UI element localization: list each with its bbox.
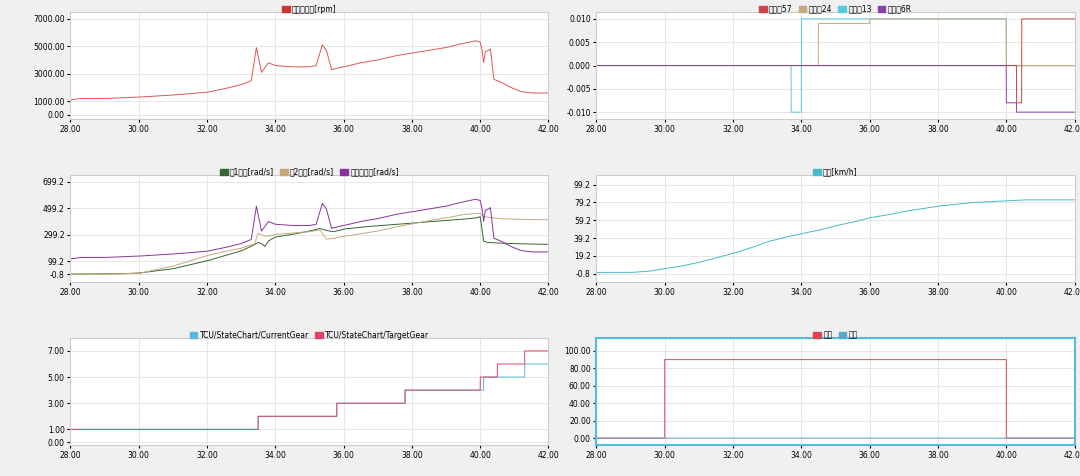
Legend: 同步器57, 同步器24, 同步器13, 同步器6R: 同步器57, 同步器24, 同步器13, 同步器6R (756, 2, 915, 17)
Legend: 油门, 刹车: 油门, 刹车 (810, 327, 861, 343)
Legend: TCU/StateChart/CurrentGear, TCU/StateChart/TargetGear: TCU/StateChart/CurrentGear, TCU/StateCha… (187, 327, 432, 343)
Legend: 发动机转速[rpm]: 发动机转速[rpm] (279, 2, 340, 17)
Legend: 轴1转速[rad/s], 轴2转速[rad/s], 发动机转速[rad/s]: 轴1转速[rad/s], 轴2转速[rad/s], 发动机转速[rad/s] (217, 165, 402, 180)
Legend: 车速[km/h]: 车速[km/h] (810, 165, 861, 180)
